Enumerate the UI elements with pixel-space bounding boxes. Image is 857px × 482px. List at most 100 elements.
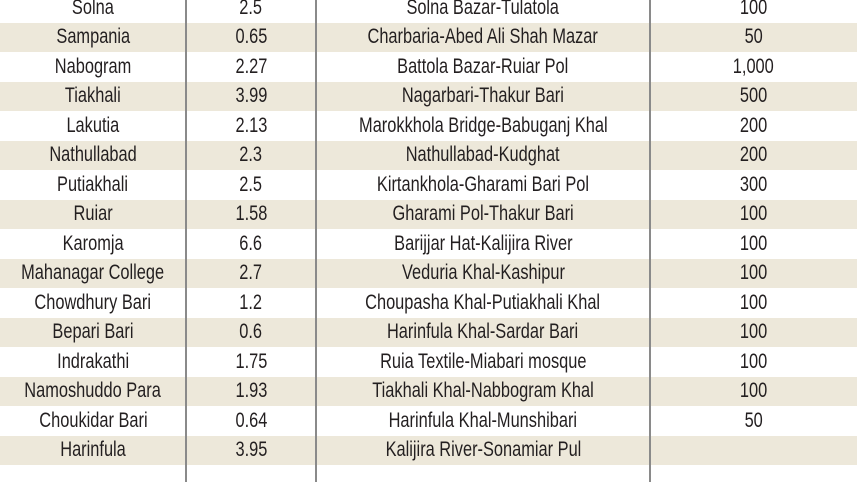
length-cell: 1.58 (186, 200, 316, 230)
name-cell: Nabogram (0, 52, 186, 82)
length-cell: 2.13 (186, 111, 316, 141)
cell-text: Bepari Bari (52, 320, 134, 344)
value-cell: 50 (650, 406, 857, 436)
length-cell: 1.93 (186, 377, 316, 407)
name-cell: Karomja (0, 229, 186, 259)
value-cell: 100 (650, 259, 857, 289)
route-cell: Nagarbari-Thakur Bari (316, 82, 650, 112)
table-row: Chowdhury Bari 1.2 Choupasha Khal-Putiakha… (0, 288, 857, 318)
route-cell: Nathullabad-Kudghat (316, 141, 650, 171)
value-cell: 100 (650, 0, 857, 23)
cell-text: 0.64 (235, 408, 267, 432)
cell-text: 3.95 (235, 438, 267, 462)
cell-text: 100 (739, 349, 768, 373)
cell-text: 50 (744, 408, 763, 432)
cell-text: 1.58 (235, 202, 267, 226)
cell-text: Putiakhali (57, 172, 129, 196)
cell-text: 0.65 (235, 25, 267, 49)
name-cell: Indrakathi (0, 347, 186, 377)
value-cell: 300 (650, 170, 857, 200)
cell-text: Solna Bazar-Tulatola (406, 0, 560, 19)
cell-text: Mahanagar College (21, 261, 165, 285)
name-cell: Harinfula (0, 436, 186, 466)
table-row: Harinfula 3.95 Kalijira River-Sonamiar Pul (0, 435, 857, 466)
cell-text: 100 (739, 290, 768, 314)
route-cell: Charbaria-Abed Ali Shah Mazar (316, 23, 650, 53)
cell-text: 2.7 (239, 261, 263, 285)
length-cell: 2.3 (186, 141, 316, 171)
cell-text: Choupasha Khal-Putiakhali Khal (365, 290, 601, 314)
cell-text: 2.27 (235, 54, 267, 78)
value-cell (650, 436, 857, 466)
cell-text: 500 (739, 84, 768, 108)
cell-text: 1,000 (733, 54, 774, 78)
route-cell: Kalijira River-Sonamiar Pul (316, 436, 650, 466)
name-cell: Chowdhury Bari (0, 288, 186, 318)
cell-text: Ruiar (73, 202, 113, 226)
table-row: Sampania 0.65 Charbaria-Abed Ali Shah Maza… (0, 22, 857, 53)
length-cell: 3.99 (186, 82, 316, 112)
cell-text: 2.5 (239, 172, 263, 196)
name-cell: Bepari Bari (0, 318, 186, 348)
cell-text: Indrakathi (57, 349, 129, 373)
value-cell: 100 (650, 200, 857, 230)
route-cell: Ruia Textile-Miabari mosque (316, 347, 650, 377)
value-cell: 100 (650, 229, 857, 259)
cell-text: Nagarbari-Thakur Bari (401, 84, 565, 108)
table-row: Bepari Bari 0.6 Harinfula Khal-Sardar Bari… (0, 317, 857, 348)
column-divider (315, 0, 317, 482)
length-cell: 2.7 (186, 259, 316, 289)
table-row: Mahanagar College 2.7 Veduria Khal-Kashipu… (0, 258, 857, 289)
table-row: Nathullabad 2.3 Nathullabad-Kudghat 200 (0, 140, 857, 171)
route-cell: Solna Bazar-Tulatola (316, 0, 650, 23)
cell-text: Nathullabad-Kudghat (406, 143, 560, 167)
name-cell: Ruiar (0, 200, 186, 230)
route-cell: Harinfula Khal-Munshibari (316, 406, 650, 436)
length-cell: 1.75 (186, 347, 316, 377)
cell-text: Choukidar Bari (38, 408, 148, 432)
cell-text: 100 (739, 379, 768, 403)
cell-text: 200 (739, 143, 768, 167)
table-row: Indrakathi 1.75 Ruia Textile-Miabari mosqu… (0, 347, 857, 377)
cell-text: 100 (739, 261, 768, 285)
name-cell: Namoshuddo Para (0, 377, 186, 407)
cell-text: 100 (739, 231, 768, 255)
value-cell: 100 (650, 288, 857, 318)
cell-text: 300 (739, 172, 768, 196)
value-cell: 100 (650, 347, 857, 377)
cell-text: Kalijira River-Sonamiar Pul (385, 438, 581, 462)
name-cell: Mahanagar College (0, 259, 186, 289)
cell-text: 3.99 (235, 84, 267, 108)
length-cell: 3.95 (186, 436, 316, 466)
cell-text: Harinfula Khal-Munshibari (388, 408, 578, 432)
cell-text: Tiakhali (65, 84, 121, 108)
cell-text: Harinfula Khal-Sardar Bari (387, 320, 579, 344)
value-cell: 100 (650, 318, 857, 348)
cell-text: Marokkhola Bridge-Babuganj Khal (358, 113, 608, 137)
length-cell: 1.2 (186, 288, 316, 318)
name-cell: Lakutia (0, 111, 186, 141)
name-cell: Nathullabad (0, 141, 186, 171)
table-row: Namoshuddo Para 1.93 Tiakhali Khal-Nabbogr… (0, 376, 857, 407)
route-cell: Battola Bazar-Ruiar Pol (316, 52, 650, 82)
cell-text: 200 (739, 113, 768, 137)
cell-text: 0.6 (239, 320, 263, 344)
cell-text: 1.75 (235, 349, 267, 373)
cell-text: Nathullabad (49, 143, 137, 167)
cell-text: 6.6 (239, 231, 263, 255)
name-cell: Choukidar Bari (0, 406, 186, 436)
name-cell: Putiakhali (0, 170, 186, 200)
table-row: Solna 2.5 Solna Bazar-Tulatola 100 (0, 0, 857, 23)
table-row: Nabogram 2.27 Battola Bazar-Ruiar Pol 1,000 (0, 52, 857, 82)
length-cell: 2.5 (186, 0, 316, 23)
table-row: Lakutia 2.13 Marokkhola Bridge-Babuganj Kh… (0, 111, 857, 141)
table-row: Tiakhali 3.99 Nagarbari-Thakur Bari 500 (0, 81, 857, 112)
cell-text: 2.3 (239, 143, 263, 167)
cell-text: 2.13 (235, 113, 267, 137)
route-cell: Veduria Khal-Kashipur (316, 259, 650, 289)
route-cell: Gharami Pol-Thakur Bari (316, 200, 650, 230)
canal-table: Solna 2.5 Solna Bazar-Tulatola 100 Sampania 0… (0, 0, 857, 465)
value-cell: 1,000 (650, 52, 857, 82)
cell-text: Gharami Pol-Thakur Bari (392, 202, 574, 226)
value-cell: 100 (650, 377, 857, 407)
